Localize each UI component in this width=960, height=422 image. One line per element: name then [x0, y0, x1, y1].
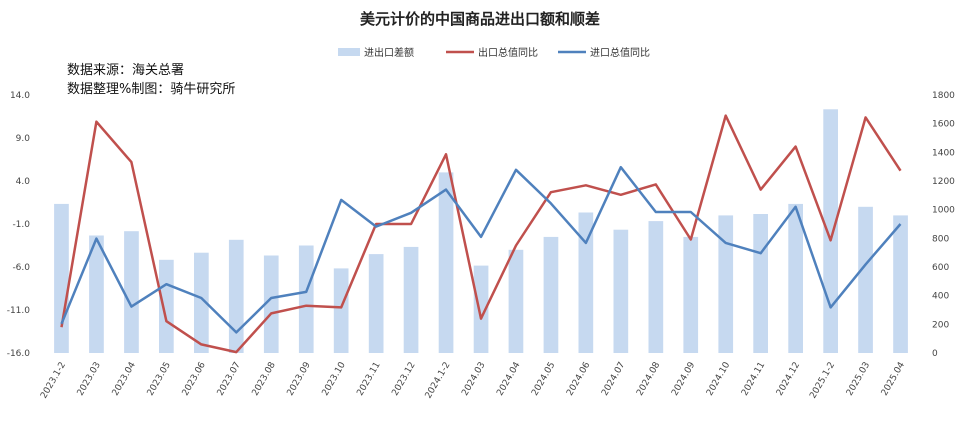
- x-tick-9: 2023.11: [355, 361, 382, 398]
- bar-20: [753, 214, 768, 353]
- left-tick-5: -11.0: [7, 306, 31, 316]
- x-tick-21: 2024.12: [775, 361, 802, 398]
- right-tick-6: 600: [932, 263, 949, 273]
- x-tick-18: 2024.09: [670, 360, 697, 397]
- bar-7: [298, 245, 314, 353]
- x-axis: 2023.1-2 2023.03 2023.04 2023.05 2023.06 2023…: [39, 360, 907, 400]
- bar-5: [228, 239, 244, 353]
- legend: 进出口差额 出口总值同比 进口总值同比: [338, 46, 650, 59]
- bar-11: [438, 172, 454, 353]
- bar-12: [473, 265, 489, 353]
- left-tick-0: 14.0: [10, 91, 30, 101]
- maker-note: 数据整理%制图：骑牛研究所: [67, 82, 235, 97]
- x-tick-3: 2023.05: [146, 361, 173, 398]
- x-tick-10: 2023.12: [390, 361, 417, 398]
- left-tick-4: -6.0: [12, 263, 30, 273]
- legend-label-bar: 进出口差额: [364, 46, 414, 59]
- right-tick-9: 0: [932, 349, 938, 359]
- line-series: [60, 114, 902, 354]
- x-tick-19: 2024.10: [705, 360, 732, 397]
- left-tick-1: 9.0: [16, 134, 31, 144]
- legend-swatch-bar: [338, 48, 360, 56]
- x-tick-6: 2023.08: [251, 360, 278, 397]
- x-tick-15: 2024.06: [565, 360, 592, 397]
- bar-13: [508, 249, 524, 353]
- x-tick-24: 2025.04: [880, 360, 907, 397]
- x-tick-5: 2023.07: [216, 361, 243, 398]
- x-tick-16: 2024.07: [600, 361, 627, 398]
- left-axis: 14.0 9.0 4.0 -1.0 -6.0 -11.0 -16.0: [7, 91, 31, 359]
- line-1: [60, 165, 902, 334]
- right-tick-7: 400: [932, 292, 949, 302]
- bar-21: [788, 203, 803, 353]
- legend-label-import: 进口总值同比: [590, 46, 650, 59]
- bar-0: [54, 203, 69, 353]
- right-tick-4: 1000: [932, 206, 955, 216]
- x-tick-8: 2023.10: [321, 360, 348, 397]
- bar-14: [543, 236, 559, 353]
- bar-10: [403, 246, 419, 353]
- right-axis: 1800 1600 1400 1200 1000 800 600 400 200 0: [932, 91, 955, 359]
- right-tick-1: 1600: [932, 120, 955, 130]
- right-tick-8: 200: [932, 320, 949, 330]
- bar-series: [54, 109, 908, 353]
- x-tick-23: 2025.03: [845, 361, 872, 398]
- x-tick-2: 2023.04: [111, 360, 138, 397]
- x-tick-22: 2025.1-2: [808, 361, 837, 401]
- line-0: [60, 114, 902, 354]
- bar-2: [124, 231, 139, 353]
- bar-22: [823, 109, 838, 353]
- x-tick-14: 2024.05: [530, 361, 557, 398]
- x-tick-12: 2024.03: [460, 361, 487, 398]
- x-tick-13: 2024.04: [495, 360, 522, 397]
- x-tick-1: 2023.03: [76, 361, 103, 398]
- bar-6: [263, 255, 279, 353]
- bar-19: [718, 215, 734, 353]
- bar-18: [683, 236, 699, 353]
- x-tick-4: 2023.06: [181, 360, 208, 397]
- bar-4: [194, 252, 209, 353]
- left-tick-6: -16.0: [7, 349, 31, 359]
- bar-15: [578, 212, 594, 353]
- x-tick-20: 2024.11: [740, 361, 767, 398]
- x-tick-7: 2023.09: [286, 360, 313, 397]
- right-tick-5: 800: [932, 234, 949, 244]
- right-tick-3: 1200: [932, 177, 955, 187]
- left-tick-3: -1.0: [12, 220, 30, 230]
- bar-8: [333, 268, 349, 353]
- right-tick-0: 1800: [932, 91, 955, 101]
- x-tick-11: 2024.1-2: [424, 361, 453, 401]
- x-tick-0: 2023.1-2: [39, 361, 68, 401]
- chart-title: 美元计价的中国商品进出口额和顺差: [360, 10, 600, 28]
- right-tick-2: 1400: [932, 148, 955, 158]
- bar-9: [368, 254, 384, 353]
- left-tick-2: 4.0: [16, 177, 31, 187]
- x-tick-17: 2024.08: [635, 360, 662, 397]
- legend-label-export: 出口总值同比: [478, 46, 538, 59]
- source-note: 数据来源：海关总署: [67, 63, 184, 78]
- bar-1: [89, 235, 104, 353]
- bar-24: [893, 215, 908, 353]
- bar-3: [159, 259, 174, 353]
- bar-17: [648, 221, 664, 353]
- bar-16: [613, 229, 629, 353]
- bar-23: [858, 206, 873, 353]
